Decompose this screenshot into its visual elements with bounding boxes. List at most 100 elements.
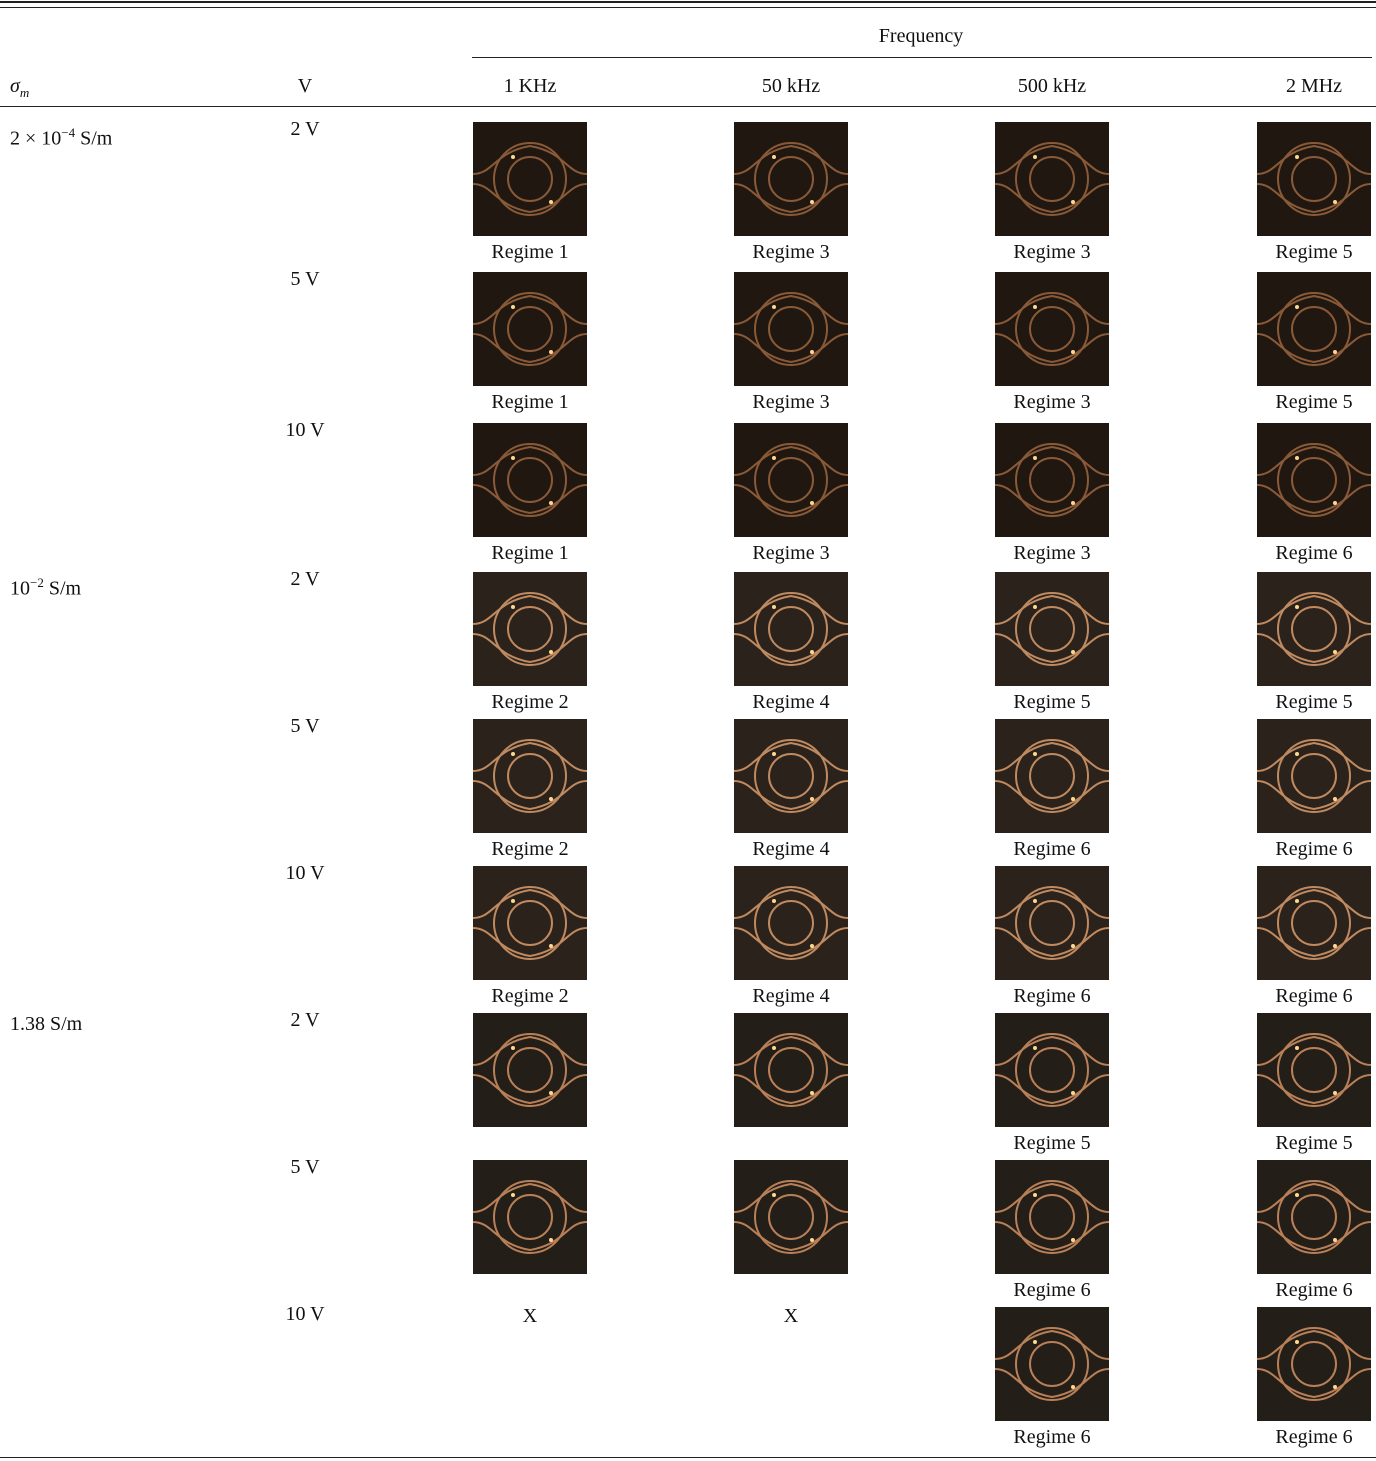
bg bbox=[473, 572, 587, 686]
regime-label: Regime 2 bbox=[491, 838, 569, 860]
outer-ring bbox=[1277, 739, 1351, 813]
inner-ring bbox=[768, 457, 814, 503]
particle bbox=[1333, 1385, 1337, 1389]
micrograph bbox=[473, 1013, 587, 1127]
bg bbox=[473, 1013, 587, 1127]
inner-ring bbox=[507, 156, 553, 202]
regime-label: Regime 6 bbox=[1013, 985, 1091, 1007]
outer-ring bbox=[1015, 443, 1089, 517]
micrograph bbox=[1257, 1160, 1371, 1274]
particle bbox=[810, 1091, 814, 1095]
particle bbox=[1333, 944, 1337, 948]
bottom-rule bbox=[0, 1457, 1376, 1458]
symbol: σ bbox=[10, 75, 20, 97]
inner-ring bbox=[1029, 606, 1075, 652]
particle bbox=[1033, 1046, 1037, 1050]
bg bbox=[734, 1013, 848, 1127]
bg bbox=[1257, 866, 1371, 980]
bg bbox=[734, 423, 848, 537]
bg bbox=[473, 122, 587, 236]
channel bbox=[473, 294, 587, 364]
particle bbox=[511, 899, 515, 903]
inner-ring bbox=[1029, 753, 1075, 799]
micrograph bbox=[1257, 423, 1371, 537]
regime-label: Regime 6 bbox=[1275, 1426, 1353, 1448]
particle bbox=[810, 501, 814, 505]
outer-ring bbox=[754, 739, 828, 813]
micrograph bbox=[1257, 1013, 1371, 1127]
micrograph bbox=[1257, 272, 1371, 386]
regime-label: Regime 4 bbox=[752, 691, 830, 713]
sigma: 1.38 S/m bbox=[10, 1013, 83, 1035]
voltage: 10 V bbox=[285, 1303, 325, 1325]
voltage: 2 V bbox=[290, 118, 320, 140]
voltage: 5 V bbox=[290, 715, 320, 737]
inner-ring bbox=[1029, 457, 1075, 503]
bg bbox=[1257, 122, 1371, 236]
channel bbox=[1257, 594, 1371, 664]
bg bbox=[473, 719, 587, 833]
particle bbox=[549, 944, 553, 948]
channel bbox=[995, 1182, 1109, 1252]
micrograph bbox=[473, 423, 587, 537]
particle bbox=[549, 200, 553, 204]
inner-ring bbox=[1291, 1047, 1337, 1093]
micrograph bbox=[995, 423, 1109, 537]
micrograph bbox=[734, 1013, 848, 1127]
particle bbox=[810, 1238, 814, 1242]
particle bbox=[1033, 456, 1037, 460]
bg bbox=[734, 866, 848, 980]
particle bbox=[1333, 350, 1337, 354]
inner-ring bbox=[1291, 606, 1337, 652]
no-result: X bbox=[783, 1305, 799, 1327]
inner-ring bbox=[1291, 306, 1337, 352]
bg bbox=[734, 572, 848, 686]
micrograph bbox=[473, 272, 587, 386]
outer-ring bbox=[1277, 142, 1351, 216]
inner-ring bbox=[768, 306, 814, 352]
regime-label: Regime 5 bbox=[1013, 691, 1091, 713]
voltage: 5 V bbox=[290, 268, 320, 290]
particle bbox=[772, 1046, 776, 1050]
regime-label: Regime 3 bbox=[752, 391, 830, 413]
micrograph bbox=[995, 272, 1109, 386]
micrograph bbox=[734, 122, 848, 236]
inner-ring bbox=[1029, 156, 1075, 202]
bg bbox=[473, 423, 587, 537]
outer-ring bbox=[1277, 292, 1351, 366]
particle bbox=[549, 501, 553, 505]
column-header: 500 kHz bbox=[1017, 75, 1087, 97]
bg bbox=[473, 272, 587, 386]
channel bbox=[1257, 1329, 1371, 1399]
channel bbox=[1257, 1035, 1371, 1105]
micrograph bbox=[1257, 1307, 1371, 1421]
micrograph bbox=[473, 1160, 587, 1274]
group-header: Frequency bbox=[878, 25, 964, 47]
regime-label: Regime 5 bbox=[1013, 1132, 1091, 1154]
particle bbox=[1071, 797, 1075, 801]
particle bbox=[1295, 1340, 1299, 1344]
outer-ring bbox=[493, 443, 567, 517]
outer-ring bbox=[1015, 292, 1089, 366]
inner-ring bbox=[1029, 1047, 1075, 1093]
channel bbox=[473, 1182, 587, 1252]
outer-ring bbox=[493, 592, 567, 666]
bg bbox=[734, 122, 848, 236]
outer-ring bbox=[1277, 1180, 1351, 1254]
voltage: 2 V bbox=[290, 568, 320, 590]
particle bbox=[1295, 305, 1299, 309]
particle bbox=[1333, 797, 1337, 801]
outer-ring bbox=[754, 1033, 828, 1107]
particle bbox=[772, 155, 776, 159]
regime-label: Regime 5 bbox=[1275, 1132, 1353, 1154]
sigma: 10−2 S/m bbox=[10, 572, 81, 600]
outer-ring bbox=[1015, 592, 1089, 666]
particle bbox=[549, 350, 553, 354]
channel bbox=[1257, 888, 1371, 958]
outer-ring bbox=[493, 1033, 567, 1107]
micrograph bbox=[734, 272, 848, 386]
inner-ring bbox=[768, 1194, 814, 1240]
bg bbox=[1257, 423, 1371, 537]
outer-ring bbox=[754, 142, 828, 216]
